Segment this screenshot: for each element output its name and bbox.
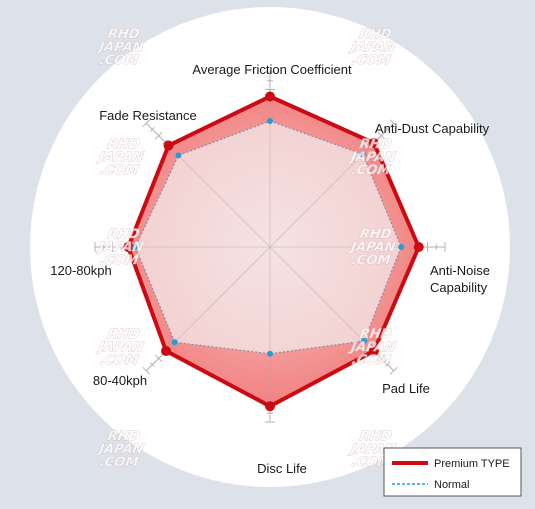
axis-tick: [142, 366, 151, 375]
axis-label: Pad Life: [382, 381, 430, 396]
series-normal-point: [132, 244, 139, 250]
axis-tick: [389, 366, 398, 375]
series-normal-point: [398, 244, 405, 250]
series-normal-point: [359, 151, 366, 158]
svg-text:RHD: RHD: [358, 137, 392, 152]
series-premium-point: [161, 345, 172, 356]
svg-text:RHD: RHD: [106, 137, 140, 152]
series-premium-point: [413, 242, 424, 252]
svg-text:.COM: .COM: [350, 253, 391, 268]
svg-text:RHD: RHD: [106, 327, 140, 342]
axis-label: Fade Resistance: [99, 108, 197, 123]
watermark-layer: RHDJAPAN.COMRHDJAPAN.COMRHDJAPAN.COMRHDJ…: [95, 27, 398, 471]
series-normal-point: [267, 350, 273, 357]
series-premium-point: [265, 401, 275, 412]
legend-box: [383, 447, 522, 497]
series-premium-point: [163, 140, 174, 151]
series-premium-point: [123, 242, 134, 252]
series-premium-point: [368, 345, 379, 356]
svg-text:.COM: .COM: [350, 353, 391, 368]
svg-text:JAPAN: JAPAN: [347, 340, 397, 355]
axis-label: Disc Life: [257, 461, 307, 476]
legend-label-normal: Normal: [434, 479, 469, 491]
svg-text:.COM: .COM: [98, 253, 139, 268]
series-normal-point: [267, 118, 273, 124]
series-premium-point: [368, 138, 379, 149]
svg-text:RHD: RHD: [358, 227, 392, 242]
svg-text:RHD: RHD: [358, 327, 392, 342]
axis-label: Average Friction Coefficient: [192, 62, 352, 77]
svg-text:.COM: .COM: [350, 53, 391, 68]
svg-text:JAPAN: JAPAN: [347, 150, 397, 165]
svg-text:RHD: RHD: [106, 429, 140, 444]
axis-label: 120-80kph: [50, 263, 111, 278]
svg-text:.COM: .COM: [98, 353, 139, 368]
axis-labels: Average Friction Coefficient Anti-Dust Ca…: [50, 62, 490, 476]
svg-text:JAPAN: JAPAN: [95, 40, 145, 55]
svg-text:RHD: RHD: [106, 27, 140, 42]
svg-text:.COM: .COM: [350, 455, 391, 470]
svg-text:RHD: RHD: [106, 227, 140, 242]
series-layer: [95, 72, 445, 422]
svg-text:JAPAN: JAPAN: [95, 240, 145, 255]
axis-tick: [389, 119, 398, 128]
svg-text:JAPAN: JAPAN: [347, 240, 397, 255]
axis-label: 80-40kph: [93, 373, 147, 388]
svg-text:RHD: RHD: [358, 27, 392, 42]
series-premium-point: [265, 91, 275, 102]
legend-label-premium: Premium TYPE: [434, 458, 510, 470]
svg-text:JAPAN: JAPAN: [95, 340, 145, 355]
series-normal-point: [361, 338, 368, 345]
svg-text:.COM: .COM: [98, 53, 139, 68]
svg-text:JAPAN: JAPAN: [347, 40, 397, 55]
svg-text:RHD: RHD: [358, 429, 392, 444]
axis-label: Anti-Noise Capability: [430, 263, 490, 295]
legend: Premium TYPE Normal: [383, 447, 522, 497]
axis-label: Anti-Dust Capability: [375, 121, 490, 136]
svg-text:.COM: .COM: [350, 163, 391, 178]
svg-text:JAPAN: JAPAN: [95, 442, 145, 457]
svg-text:.COM: .COM: [98, 455, 139, 470]
svg-text:JAPAN: JAPAN: [95, 150, 145, 165]
series-normal-point: [175, 152, 182, 159]
series-normal-point: [171, 339, 178, 346]
svg-text:.COM: .COM: [98, 163, 139, 178]
